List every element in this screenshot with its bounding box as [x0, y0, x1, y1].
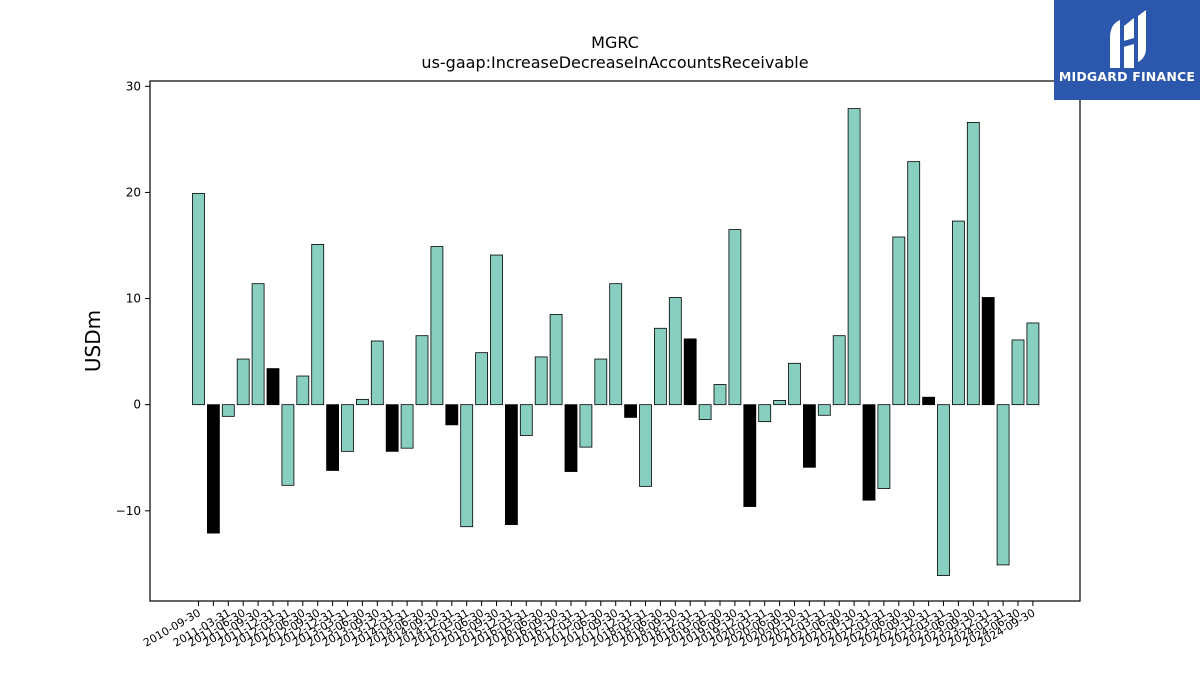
- bar-2016-03-31: [519, 404, 533, 436]
- bar-2011-12-31: [266, 368, 280, 406]
- chart-title: MGRC: [591, 33, 639, 52]
- bar-2013-12-31: [385, 404, 399, 452]
- bar-2011-03-31: [221, 404, 235, 417]
- bar-2020-12-31: [803, 404, 816, 468]
- bar-2018-12-31: [683, 338, 697, 406]
- bar-2020-09-30: [788, 362, 801, 406]
- bar-2024-06-30: [1011, 339, 1025, 406]
- bar-2011-09-30: [251, 283, 265, 406]
- bar-2024-03-31: [996, 404, 1010, 566]
- bar-2017-06-30: [594, 358, 608, 406]
- y-tick-label: 20: [126, 185, 141, 199]
- bar-2021-12-31: [862, 404, 876, 501]
- bar-2012-06-30: [296, 375, 310, 406]
- bar-2014-12-31: [445, 404, 459, 426]
- y-axis-label: USDm: [81, 310, 105, 372]
- bar-2019-09-30: [728, 229, 742, 406]
- bar-2020-03-31: [758, 404, 772, 423]
- bar-2019-12-31: [743, 404, 757, 507]
- bar-2023-06-30: [952, 220, 965, 406]
- y-tick-label: 30: [126, 79, 141, 93]
- x-axis-ticks: 2010-09-302011-03-312011-06-302011-09-30…: [141, 601, 1037, 650]
- bar-2013-09-30: [370, 340, 384, 406]
- bar-2015-12-31: [504, 404, 518, 525]
- chart-subtitle: us-gaap:IncreaseDecreaseInAccountsReceiv…: [421, 53, 808, 72]
- y-tick-label: 0: [133, 398, 141, 412]
- bar-2013-03-31: [341, 404, 354, 452]
- bar-2022-09-30: [907, 161, 921, 406]
- bar-2021-06-30: [832, 335, 846, 406]
- bar-2012-09-30: [311, 244, 325, 406]
- midgard-logo-icon: [1110, 10, 1146, 68]
- bar-2017-12-31: [624, 404, 637, 418]
- bar-2019-03-31: [698, 404, 712, 420]
- bar-2014-06-30: [415, 335, 429, 406]
- brand-name: MIDGARD FINANCE: [1058, 69, 1196, 84]
- y-tick-label: 10: [126, 292, 141, 306]
- bar-2022-03-31: [877, 404, 891, 489]
- bar-2017-09-30: [609, 283, 623, 406]
- bar-2022-12-31: [922, 396, 935, 406]
- bar-2020-06-30: [773, 400, 786, 406]
- bar-2023-03-31: [937, 404, 950, 576]
- y-axis-ticks: −10 0 10 20 30: [116, 79, 150, 518]
- brand-logo: MIDGARD FINANCE: [1054, 0, 1200, 100]
- y-tick-label: −10: [116, 504, 141, 518]
- bar-2016-06-30: [534, 356, 548, 406]
- bar-2012-12-31: [326, 404, 340, 471]
- bar-2016-09-30: [549, 314, 563, 406]
- bar-2019-06-30: [713, 384, 727, 406]
- bar-2017-03-31: [579, 404, 593, 448]
- bar-2014-09-30: [430, 246, 444, 406]
- bar-2015-03-31: [460, 404, 474, 528]
- bar-2024-09-30: [1026, 322, 1040, 406]
- bar-2010-09-30: [192, 193, 205, 406]
- bar-2011-06-30: [236, 358, 250, 406]
- plot-frame: [149, 80, 1081, 602]
- bar-2014-03-31: [400, 404, 414, 449]
- bar-2023-09-30: [966, 121, 980, 406]
- bar-2021-09-30: [847, 108, 861, 406]
- bar-2018-03-31: [639, 404, 652, 487]
- bar-2018-06-30: [654, 327, 667, 406]
- bar-2018-09-30: [668, 297, 682, 406]
- bar-2022-06-30: [892, 236, 906, 406]
- bar-2023-12-31: [981, 297, 995, 406]
- bar-2012-03-31: [281, 404, 295, 486]
- bar-2016-12-31: [564, 404, 578, 472]
- bar-2015-09-30: [490, 254, 503, 406]
- bars-group: [192, 108, 1040, 576]
- bar-2015-06-30: [475, 352, 489, 406]
- bar-2010-12-31: [206, 404, 220, 534]
- bar-2013-06-30: [355, 398, 369, 406]
- bar-2021-03-31: [817, 404, 831, 416]
